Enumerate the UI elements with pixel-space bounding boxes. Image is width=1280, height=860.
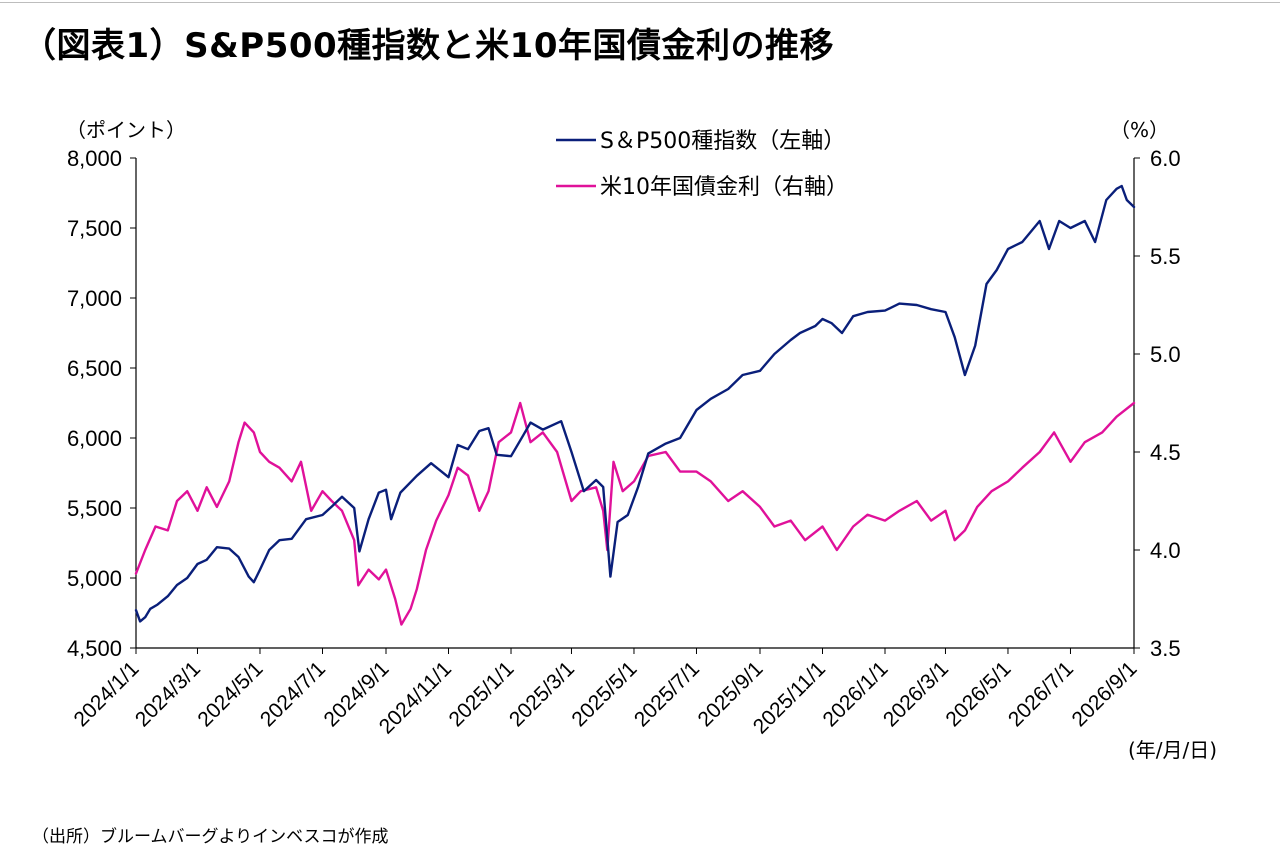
x-tick-label: 2024/7/1: [256, 657, 330, 731]
legend-label-us10y: 米10年国債金利（右軸）: [600, 175, 848, 200]
x-tick-label: 2026/7/1: [1004, 657, 1078, 731]
right-tick-label: 6.0: [1150, 146, 1181, 171]
right-tick-label: 5.5: [1150, 244, 1181, 269]
left-tick-label: 5,000: [67, 566, 122, 591]
legend-label-sp500: S＆P500種指数（左軸）: [600, 129, 845, 154]
us10y-series-line: [134, 401, 1136, 626]
x-tick-label: 2024/1/1: [69, 657, 143, 731]
right-tick-label: 4.0: [1150, 538, 1181, 563]
x-tick-label: 2025/3/1: [505, 657, 579, 731]
right-tick-label: 4.5: [1150, 440, 1181, 465]
left-tick-label: 7,000: [67, 286, 122, 311]
x-tick-label: 2026/5/1: [941, 657, 1015, 731]
x-tick-label: 2025/7/1: [630, 657, 704, 731]
x-tick-label: 2026/9/1: [1067, 657, 1141, 731]
x-tick-label: 2024/5/1: [193, 657, 267, 731]
right-tick-label: 3.5: [1150, 636, 1181, 661]
left-tick-label: 6,000: [67, 426, 122, 451]
x-tick-label: 2024/3/1: [131, 657, 205, 731]
left-tick-label: 7,500: [67, 216, 122, 241]
right-axis-unit: （%）: [1110, 118, 1170, 142]
left-tick-label: 5,500: [67, 496, 122, 521]
right-tick-label: 5.0: [1150, 342, 1181, 367]
chart-title: （図表1）S&P500種指数と米10年国債金利の推移: [22, 26, 834, 66]
left-axis-unit: （ポイント）: [66, 118, 186, 142]
x-tick-label: 2026/3/1: [879, 657, 953, 731]
x-tick-label: 2025/5/1: [567, 657, 641, 731]
sp500-series-line: [134, 184, 1136, 623]
top-divider: [0, 2, 1280, 3]
x-tick-label: 2026/1/1: [818, 657, 892, 731]
left-tick-label: 8,000: [67, 146, 122, 171]
source-note: （出所）ブルームバーグよりインベスコが作成: [32, 827, 389, 847]
x-axis-unit: (年/月/日): [1128, 738, 1218, 762]
left-tick-label: 6,500: [67, 356, 122, 381]
x-tick-label: 2025/1/1: [444, 657, 518, 731]
left-tick-label: 4,500: [67, 636, 122, 661]
